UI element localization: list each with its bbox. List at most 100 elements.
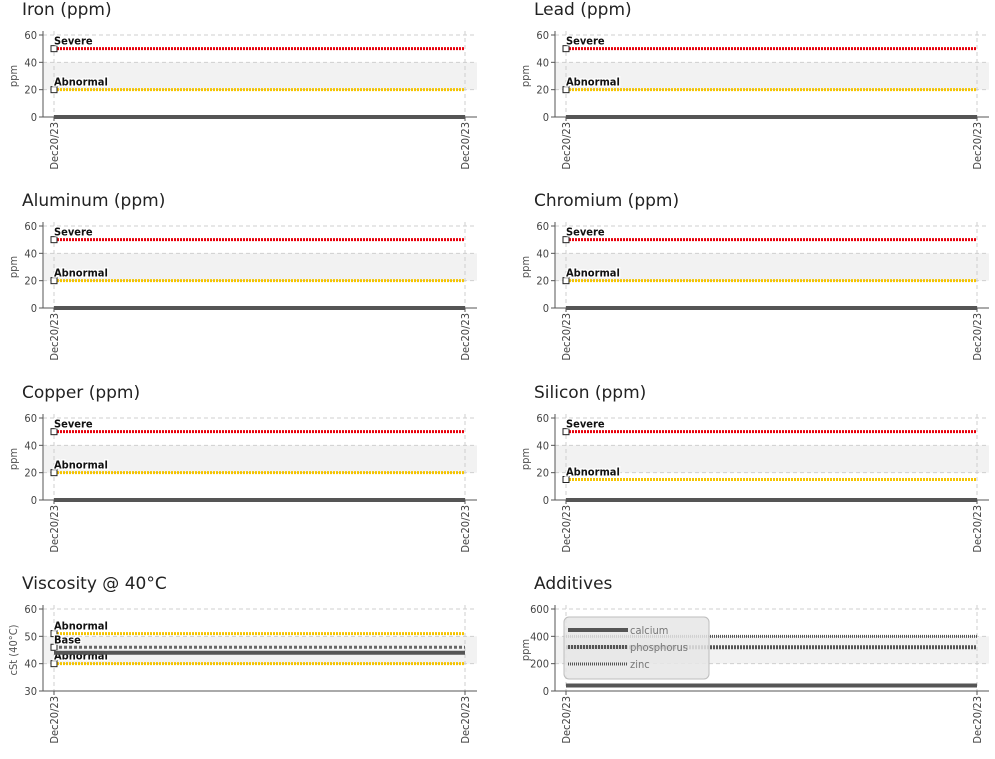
threshold-marker bbox=[50, 236, 58, 244]
chart-band bbox=[555, 445, 989, 473]
threshold-label: Severe bbox=[566, 226, 605, 239]
y-axis-label: ppm bbox=[7, 448, 20, 470]
chart-band bbox=[43, 636, 477, 664]
y-tick-label: 60 bbox=[24, 29, 37, 42]
legend-label: zinc bbox=[630, 658, 650, 671]
chart-svg: 0 20 40 60 ppm Dec20/23 Dec20/23 Severe Abnormal bbox=[7, 412, 477, 553]
x-tick-label: Dec20/23 bbox=[560, 505, 573, 553]
chart-svg: 0 20 40 60 ppm Dec20/23 Dec20/23 Severe Abnormal bbox=[519, 29, 989, 170]
threshold-marker bbox=[50, 277, 58, 285]
threshold-marker bbox=[50, 428, 58, 436]
y-tick-label: 0 bbox=[543, 494, 549, 507]
y-tick-label: 60 bbox=[24, 412, 37, 425]
chart-svg: 0 20 40 60 ppm Dec20/23 Dec20/23 Severe Abnormal bbox=[7, 29, 477, 170]
y-axis-label: ppm bbox=[7, 256, 20, 278]
x-tick-label: Dec20/23 bbox=[560, 696, 573, 744]
threshold-label: Abnormal bbox=[54, 620, 108, 633]
y-tick-label: 400 bbox=[530, 630, 549, 643]
x-tick-label: Dec20/23 bbox=[48, 505, 61, 553]
threshold-label: Abnormal bbox=[54, 267, 108, 280]
x-tick-label: Dec20/23 bbox=[459, 505, 472, 553]
y-tick-label: 0 bbox=[31, 494, 37, 507]
y-axis-label: ppm bbox=[519, 256, 532, 278]
threshold-label: Base bbox=[54, 633, 81, 646]
chart-band bbox=[555, 62, 989, 90]
y-tick-label: 40 bbox=[24, 247, 37, 260]
chart-title: Chromium (ppm) bbox=[534, 191, 680, 211]
y-tick-label: 30 bbox=[24, 685, 37, 698]
chart-panel: Iron (ppm) 0 20 40 60 ppm Dec20/23 Dec20/23 Seve… bbox=[0, 0, 480, 185]
chart-panel: Aluminum (ppm) 0 20 40 60 ppm Dec20/23 Dec20/23… bbox=[0, 191, 480, 376]
x-tick-label: Dec20/23 bbox=[459, 696, 472, 744]
y-tick-label: 40 bbox=[536, 439, 549, 452]
y-axis-label: ppm bbox=[7, 65, 20, 87]
y-tick-label: 40 bbox=[24, 56, 37, 69]
threshold-label: Abnormal bbox=[566, 466, 620, 479]
chart-title: Copper (ppm) bbox=[22, 383, 141, 403]
y-tick-label: 20 bbox=[536, 467, 549, 480]
chart-title: Additives bbox=[534, 574, 613, 594]
x-tick-label: Dec20/23 bbox=[48, 696, 61, 744]
y-tick-label: 0 bbox=[31, 111, 37, 124]
chart-panel: Copper (ppm) 0 20 40 60 ppm Dec20/23 Dec20/23 Se… bbox=[0, 383, 480, 568]
chart-svg: 0 20 40 60 ppm Dec20/23 Dec20/23 Severe Abnormal bbox=[7, 220, 477, 361]
threshold-label: Severe bbox=[54, 418, 93, 431]
threshold-label: Abnormal bbox=[566, 267, 620, 280]
y-axis-label: cSt (40°C) bbox=[7, 624, 20, 675]
x-tick-label: Dec20/23 bbox=[971, 696, 984, 744]
y-tick-label: 60 bbox=[536, 412, 549, 425]
chart-panel: Viscosity @ 40°C 30 40 50 60 cSt (40°C) Dec20/… bbox=[0, 574, 480, 759]
y-tick-label: 40 bbox=[536, 247, 549, 260]
x-tick-label: Dec20/23 bbox=[971, 122, 984, 170]
y-tick-label: 40 bbox=[536, 56, 549, 69]
y-tick-label: 0 bbox=[31, 302, 37, 315]
y-tick-label: 20 bbox=[536, 84, 549, 97]
y-tick-label: 40 bbox=[24, 658, 37, 671]
y-tick-label: 60 bbox=[536, 29, 549, 42]
threshold-label: Severe bbox=[566, 35, 605, 48]
chart-svg: 30 40 50 60 cSt (40°C) Dec20/23 Dec20/23 Abnorm… bbox=[7, 603, 477, 744]
x-tick-label: Dec20/23 bbox=[459, 122, 472, 170]
y-tick-label: 20 bbox=[24, 275, 37, 288]
chart-title: Silicon (ppm) bbox=[534, 383, 647, 403]
y-tick-label: 0 bbox=[543, 111, 549, 124]
legend-label: phosphorus bbox=[630, 641, 688, 654]
chart-panel: Silicon (ppm) 0 20 40 60 ppm Dec20/23 Dec20/23 S… bbox=[512, 383, 992, 568]
threshold-marker bbox=[50, 45, 58, 53]
threshold-marker bbox=[562, 277, 570, 285]
threshold-marker bbox=[50, 86, 58, 94]
legend-label: calcium bbox=[630, 624, 668, 637]
threshold-marker bbox=[562, 45, 570, 53]
threshold-marker bbox=[50, 643, 58, 651]
chart-svg: 0 20 40 60 ppm Dec20/23 Dec20/23 Severe Abnormal bbox=[519, 412, 989, 553]
threshold-label: Severe bbox=[54, 226, 93, 239]
y-axis-label: ppm bbox=[519, 65, 532, 87]
chart-title: Iron (ppm) bbox=[22, 0, 112, 20]
y-tick-label: 40 bbox=[24, 439, 37, 452]
threshold-label: Severe bbox=[566, 418, 605, 431]
chart-band bbox=[43, 253, 477, 281]
threshold-label: Severe bbox=[54, 35, 93, 48]
chart-title: Viscosity @ 40°C bbox=[22, 574, 167, 594]
chart-panel: Additives 0 200 400 600 ppm Dec20/23 Dec20/23 ca… bbox=[512, 574, 992, 759]
y-tick-label: 20 bbox=[24, 467, 37, 480]
threshold-marker bbox=[50, 660, 58, 668]
y-tick-label: 200 bbox=[530, 658, 549, 671]
y-tick-label: 20 bbox=[24, 84, 37, 97]
threshold-label: Abnormal bbox=[566, 76, 620, 89]
chart-svg: 0 200 400 600 ppm Dec20/23 Dec20/23 calcium phos… bbox=[519, 603, 989, 744]
threshold-marker bbox=[562, 86, 570, 94]
y-axis-label: ppm bbox=[519, 448, 532, 470]
x-tick-label: Dec20/23 bbox=[971, 505, 984, 553]
threshold-marker bbox=[562, 476, 570, 483]
threshold-marker bbox=[562, 428, 570, 436]
chart-band bbox=[43, 62, 477, 90]
threshold-marker bbox=[50, 469, 58, 477]
chart-band bbox=[555, 253, 989, 281]
threshold-label: Abnormal bbox=[54, 459, 108, 472]
x-tick-label: Dec20/23 bbox=[971, 313, 984, 361]
y-tick-label: 0 bbox=[543, 302, 549, 315]
y-axis-label: ppm bbox=[519, 639, 532, 661]
y-tick-label: 50 bbox=[24, 630, 37, 643]
chart-title: Lead (ppm) bbox=[534, 0, 632, 20]
